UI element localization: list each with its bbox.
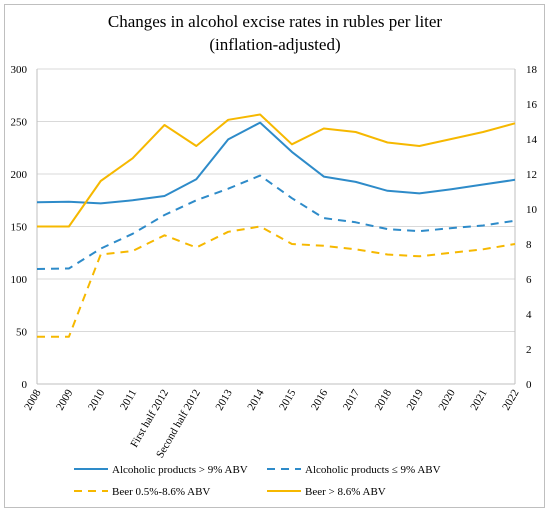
x-axis-tick-label: 2015 xyxy=(277,387,299,412)
right-axis-tick-label: 14 xyxy=(526,134,538,146)
legend-label-3: Beer 0.5%-8.6% ABV xyxy=(112,486,210,498)
right-axis-tick-label: 16 xyxy=(526,99,538,111)
right-axis-tick-label: 10 xyxy=(526,204,538,216)
left-axis-tick-label: 300 xyxy=(11,64,28,76)
right-axis-tick-label: 12 xyxy=(526,169,537,181)
right-axis-tick-label: 2 xyxy=(526,344,532,356)
x-axis-tick-label: 2011 xyxy=(118,388,139,413)
series-line-1 xyxy=(36,121,516,205)
chart-title-line-1: Changes in alcohol excise rates in ruble… xyxy=(107,12,443,31)
chart-title: Changes in alcohol excise rates in ruble… xyxy=(0,10,550,56)
x-axis-tick-label: 2016 xyxy=(309,387,331,412)
chart-frame xyxy=(4,4,545,508)
legend: Alcoholic products > 9% ABV Alcoholic pro… xyxy=(74,464,441,498)
chart-title-line-2: (inflation-adjusted) xyxy=(209,35,341,54)
right-axis-tick-label: 0 xyxy=(526,379,532,391)
left-axis-tick-label: 0 xyxy=(22,379,28,391)
series-line-2 xyxy=(36,174,516,270)
x-axis-tick-label: 2020 xyxy=(436,387,458,412)
legend-label-2: Alcoholic products ≤ 9% ABV xyxy=(305,464,441,476)
x-axis-tick-label: 2017 xyxy=(341,387,363,412)
x-axis-tick-label: 2019 xyxy=(405,387,427,412)
right-axis-tick-label: 18 xyxy=(526,64,538,76)
series-lines xyxy=(36,113,516,338)
left-axis-tick-label: 50 xyxy=(16,327,28,339)
x-axis-tick-label: 2010 xyxy=(86,387,108,412)
right-axis-tick-label: 4 xyxy=(526,309,532,321)
x-axis-tick-label: 2013 xyxy=(213,387,235,412)
left-axis-tick-label: 200 xyxy=(11,169,28,181)
series-line-4 xyxy=(37,113,516,228)
left-axis-tick-label: 250 xyxy=(11,117,28,129)
right-axis-tick-label: 8 xyxy=(526,239,532,251)
x-axis-tick-label: 2009 xyxy=(54,387,76,412)
series-line-3 xyxy=(37,225,516,338)
legend-label-4: Beer > 8.6% ABV xyxy=(305,486,386,498)
legend-label-1: Alcoholic products > 9% ABV xyxy=(112,464,248,476)
gridlines xyxy=(37,68,515,385)
x-axis-tick-label: 2022 xyxy=(500,388,521,413)
right-axis-tick-label: 6 xyxy=(526,274,532,286)
x-axis-tick-label: 2021 xyxy=(468,388,489,413)
x-axis-tick-label: 2018 xyxy=(373,387,395,412)
left-axis-tick-label: 150 xyxy=(11,222,28,234)
x-axis-tick-label: 2014 xyxy=(245,387,267,412)
left-axis-tick-label: 100 xyxy=(11,274,28,286)
